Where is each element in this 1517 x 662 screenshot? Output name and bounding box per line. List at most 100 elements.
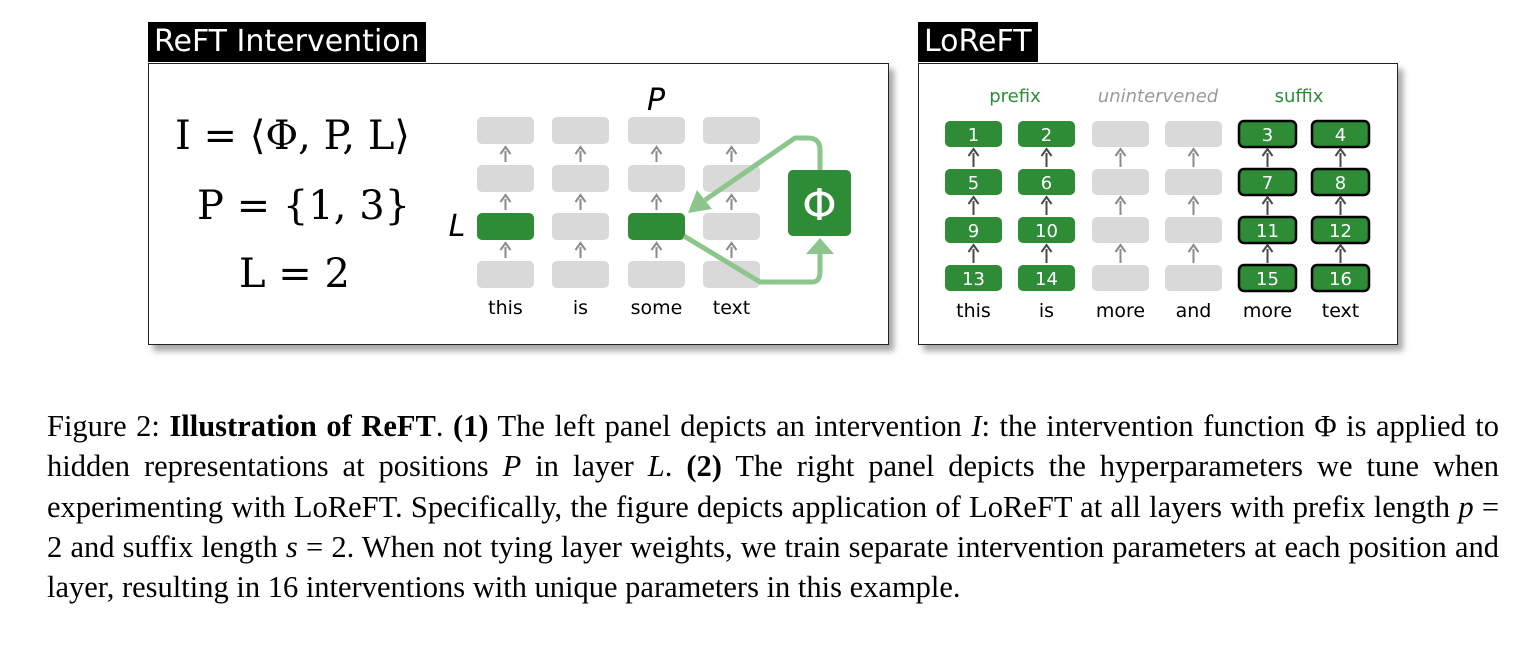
intervened-cell bbox=[628, 213, 685, 240]
up-arrow-head bbox=[1261, 147, 1274, 157]
hidden-cell bbox=[477, 117, 534, 144]
cell-number: 16 bbox=[1329, 269, 1352, 290]
intervention-cell bbox=[1018, 265, 1075, 291]
arrow-from-phi-head bbox=[688, 190, 712, 213]
up-arrow-head bbox=[1334, 147, 1347, 157]
cell-number: 6 bbox=[1041, 173, 1052, 194]
intervened-cell bbox=[477, 213, 534, 240]
unintervened-label: unintervened bbox=[1098, 86, 1219, 107]
up-arrow-head bbox=[725, 241, 738, 251]
unintervened-cell bbox=[1092, 265, 1149, 291]
intervention-cell bbox=[1310, 167, 1371, 197]
up-arrow-head bbox=[1334, 195, 1347, 205]
cell-number: 2 bbox=[1041, 125, 1052, 146]
intervention-cell bbox=[1310, 215, 1371, 245]
part-2-label: (2) bbox=[686, 449, 722, 484]
intervention-cell bbox=[1018, 217, 1075, 243]
up-arrow-head bbox=[967, 147, 980, 157]
up-arrow-head bbox=[1187, 147, 1200, 157]
unintervened-cell bbox=[1165, 169, 1222, 195]
up-arrow-head bbox=[499, 193, 512, 203]
hidden-cell bbox=[477, 165, 534, 192]
hidden-cell bbox=[703, 261, 760, 288]
part-1-label: (1) bbox=[452, 409, 489, 443]
intervention-cell bbox=[1310, 119, 1371, 149]
caption-title: Illustration of ReFT bbox=[169, 409, 436, 443]
up-arrow-head bbox=[1114, 243, 1127, 253]
loreft-panel bbox=[918, 63, 1398, 345]
intervention-cell bbox=[1237, 263, 1298, 293]
reft-intervention-title: ReFT Intervention bbox=[154, 24, 420, 59]
up-arrow-head bbox=[1040, 243, 1053, 253]
intervention-cell bbox=[1018, 121, 1075, 147]
intervention-cell bbox=[1018, 169, 1075, 195]
label-layer-L: L bbox=[449, 209, 466, 244]
unintervened-cell bbox=[1165, 121, 1222, 147]
cell-number: 1 bbox=[968, 125, 979, 146]
cell-number: 11 bbox=[1256, 221, 1279, 242]
cell-number: 13 bbox=[962, 269, 985, 290]
up-arrow-head bbox=[650, 193, 663, 203]
cell-number: 14 bbox=[1035, 269, 1058, 290]
unintervened-cell bbox=[1092, 121, 1149, 147]
cell-number: 7 bbox=[1262, 173, 1273, 194]
intervention-cell bbox=[945, 169, 1002, 195]
token-label: and bbox=[1176, 300, 1212, 322]
cell-number: 4 bbox=[1335, 125, 1346, 146]
up-arrow-head bbox=[1334, 243, 1347, 253]
arrow-from-phi bbox=[703, 135, 823, 203]
up-arrow-head bbox=[574, 145, 587, 155]
hidden-cell bbox=[477, 261, 534, 288]
cell-number: 9 bbox=[968, 221, 979, 242]
cell-number: 12 bbox=[1329, 221, 1352, 242]
hidden-cell bbox=[703, 117, 760, 144]
left-grid: this is some text P L bbox=[449, 83, 760, 319]
intervention-cell bbox=[945, 265, 1002, 291]
up-arrow-head bbox=[574, 241, 587, 251]
intervention-cell bbox=[1237, 119, 1298, 149]
up-arrow-head bbox=[725, 145, 738, 155]
up-arrow-head bbox=[574, 193, 587, 203]
equation-positions: P = {1, 3} bbox=[197, 183, 411, 229]
reft-intervention-tab: ReFT Intervention bbox=[148, 22, 426, 62]
cell-number: 5 bbox=[968, 173, 979, 194]
intervention-cell bbox=[945, 121, 1002, 147]
cell-number: 15 bbox=[1256, 269, 1279, 290]
up-arrow-head bbox=[1261, 243, 1274, 253]
hidden-cell bbox=[703, 213, 760, 240]
figure-caption: Figure 2: Illustration of ReFT. (1) The … bbox=[47, 409, 1500, 605]
token-label: is bbox=[573, 297, 588, 319]
up-arrow-head bbox=[1040, 147, 1053, 157]
up-arrow-head bbox=[1187, 243, 1200, 253]
up-arrow-head bbox=[1114, 195, 1127, 205]
up-arrow-head bbox=[1187, 195, 1200, 205]
token-label: text bbox=[713, 297, 751, 319]
token-label: more bbox=[1243, 300, 1292, 322]
token-label: text bbox=[1322, 300, 1360, 322]
hidden-cell bbox=[628, 117, 685, 144]
unintervened-cell bbox=[1165, 265, 1222, 291]
figure-label: Figure 2: bbox=[47, 409, 160, 443]
cell-number: 8 bbox=[1335, 173, 1346, 194]
token-label: some bbox=[631, 297, 683, 319]
up-arrow-head bbox=[1040, 195, 1053, 205]
hidden-cell bbox=[552, 165, 609, 192]
unintervened-cell bbox=[1165, 217, 1222, 243]
up-arrow-head bbox=[1114, 147, 1127, 157]
loreft-tab: LoReFT bbox=[918, 22, 1038, 62]
equation-intervention: I = ⟨Φ, P, L⟩ bbox=[175, 113, 410, 159]
arrow-to-phi-head bbox=[806, 238, 834, 254]
up-arrow-head bbox=[499, 145, 512, 155]
token-label: more bbox=[1096, 300, 1145, 322]
up-arrow-head bbox=[967, 243, 980, 253]
up-arrow-head bbox=[650, 145, 663, 155]
intervention-cell bbox=[1310, 263, 1371, 293]
intervention-cell bbox=[1237, 215, 1298, 245]
hidden-cell bbox=[552, 261, 609, 288]
intervention-arrows: Φ bbox=[682, 135, 851, 285]
hidden-cell bbox=[552, 117, 609, 144]
token-label: this bbox=[956, 300, 991, 322]
phi-box bbox=[788, 170, 851, 236]
